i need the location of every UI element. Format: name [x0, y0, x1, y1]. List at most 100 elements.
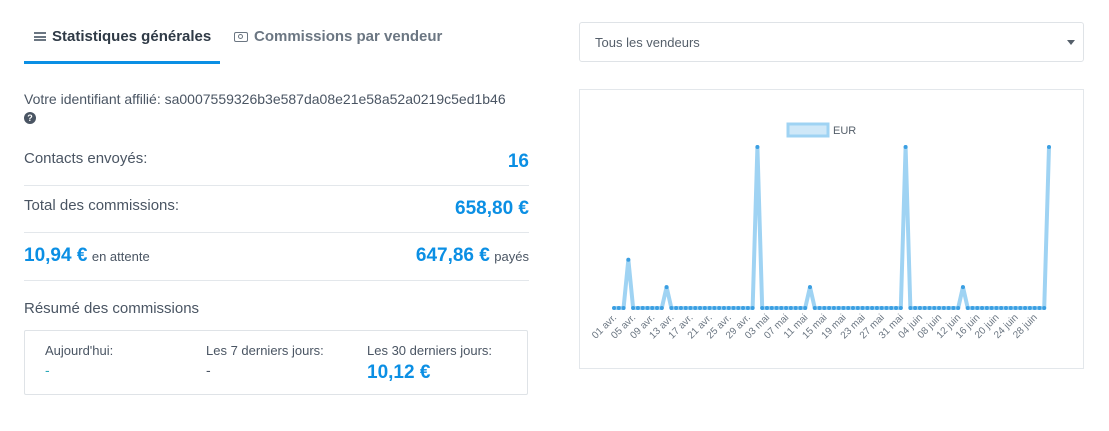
data-point	[970, 306, 975, 310]
data-point	[693, 306, 698, 310]
data-point	[894, 306, 899, 310]
data-point	[1037, 306, 1042, 310]
data-point	[889, 306, 894, 310]
data-point	[1003, 306, 1008, 310]
affiliate-id: Votre identifiant affilié: sa0007559326b…	[24, 91, 506, 107]
summary-today: Aujourd'hui: -	[45, 343, 113, 378]
data-point	[807, 285, 812, 290]
data-point	[793, 306, 798, 310]
contacts-label: Contacts envoyés:	[24, 150, 148, 167]
contacts-value: 16	[507, 151, 529, 172]
data-point	[741, 306, 746, 310]
data-point	[836, 306, 841, 310]
summary-7-days: Les 7 derniers jours: -	[206, 343, 324, 378]
data-point	[674, 306, 679, 310]
chevron-down-icon	[1067, 40, 1075, 45]
data-point	[1008, 306, 1013, 310]
data-point	[712, 306, 717, 310]
total-label: Total des commissions:	[24, 197, 180, 214]
data-point	[736, 306, 741, 310]
data-point	[1013, 306, 1018, 310]
data-point	[635, 306, 640, 310]
data-point	[717, 306, 722, 310]
data-point	[798, 306, 803, 310]
contacts-row: Contacts envoyés: 16	[24, 150, 529, 186]
data-point	[855, 306, 860, 310]
data-point	[965, 306, 970, 310]
data-point	[698, 306, 703, 310]
data-point	[721, 306, 726, 310]
data-point	[865, 306, 870, 310]
data-point	[827, 306, 832, 310]
data-point	[917, 306, 922, 310]
pending-value: 10,94 €	[24, 245, 88, 266]
data-point	[898, 306, 903, 310]
data-point	[879, 306, 884, 310]
data-point	[1047, 145, 1051, 149]
data-point	[994, 306, 999, 310]
data-point	[640, 306, 645, 310]
data-point	[831, 306, 836, 310]
data-point	[702, 306, 707, 310]
data-point	[726, 306, 731, 310]
summary-value: -	[45, 362, 50, 378]
data-point	[645, 306, 650, 310]
data-point	[1023, 306, 1028, 310]
data-point	[1042, 306, 1047, 310]
data-point	[851, 306, 856, 310]
data-point	[846, 306, 851, 310]
summary-box: Aujourd'hui: - Les 7 derniers jours: - L…	[24, 330, 528, 395]
data-point	[984, 306, 989, 310]
data-point	[817, 306, 822, 310]
data-point	[659, 306, 664, 310]
data-point	[937, 306, 942, 310]
data-point	[774, 306, 779, 310]
data-point	[822, 306, 827, 310]
summary-30-days: Les 30 derniers jours: 10,12 €	[367, 343, 492, 384]
data-point	[941, 306, 946, 310]
data-point	[655, 306, 660, 310]
vendor-select-value: Tous les vendeurs	[595, 35, 700, 50]
paid-value: 647,86 €	[415, 245, 490, 266]
data-point	[860, 306, 865, 310]
data-point	[956, 306, 961, 310]
total-row: Total des commissions: 658,80 €	[24, 197, 529, 233]
tab-commissions-by-vendor[interactable]: Commissions par vendeur	[234, 28, 442, 45]
summary-title: Résumé des commissions	[24, 300, 200, 317]
summary-label: Aujourd'hui:	[45, 343, 114, 358]
data-point	[788, 306, 793, 310]
data-point	[908, 306, 913, 310]
data-point	[626, 257, 631, 262]
data-point	[980, 306, 985, 310]
total-value: 658,80 €	[455, 198, 529, 219]
summary-value: -	[206, 362, 211, 378]
data-point	[870, 306, 875, 310]
data-point	[688, 306, 693, 310]
divider	[24, 185, 529, 186]
help-icon[interactable]: ?	[24, 112, 36, 124]
pending-paid-row: 10,94 € en attente 647,86 € payés	[24, 245, 529, 275]
chart-container: EUR 01 avr. 05 avr. 09 avr. 13 avr. 17 avr. 21…	[579, 89, 1084, 369]
data-point	[913, 306, 918, 310]
summary-label: Les 30 derniers jours:	[367, 343, 493, 358]
series-line-eur	[614, 145, 1051, 310]
vendor-select[interactable]: Tous les vendeurs	[579, 22, 1084, 62]
data-point	[903, 145, 908, 149]
tab-label: Statistiques générales	[52, 28, 212, 45]
summary-label: Les 7 derniers jours:	[206, 343, 324, 358]
data-point	[803, 306, 808, 310]
data-point	[669, 306, 674, 310]
active-tab-indicator	[24, 61, 220, 64]
data-point	[999, 306, 1004, 310]
data-point	[683, 306, 688, 310]
data-point	[922, 306, 927, 310]
tab-general-stats[interactable]: Statistiques générales	[34, 28, 211, 45]
data-point	[612, 306, 616, 310]
data-point	[650, 306, 655, 310]
data-point	[1018, 306, 1023, 310]
data-point	[664, 285, 669, 290]
divider	[24, 280, 529, 281]
data-point	[779, 306, 784, 310]
data-point	[874, 306, 879, 310]
